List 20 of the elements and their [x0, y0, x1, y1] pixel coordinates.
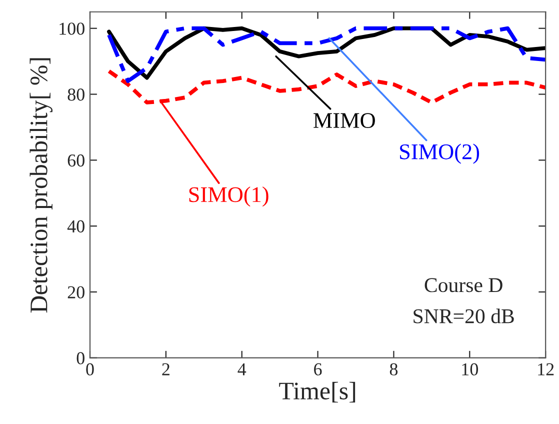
y-tick-label: 0 — [76, 352, 84, 364]
y-tick-label: 100 — [60, 22, 84, 35]
x-tick-label: 6 — [314, 363, 322, 376]
x-tick-label: 8 — [390, 363, 398, 376]
annotation: SNR=20 dB — [414, 308, 514, 324]
annotation: SIMO(2) — [400, 144, 480, 164]
y-tick-label: 80 — [68, 88, 84, 101]
annotation: SIMO(1) — [189, 186, 268, 207]
annotation: Course D — [424, 278, 502, 292]
x-tick-label: 4 — [238, 363, 246, 376]
annotation: MIMO — [314, 113, 375, 128]
y-tick-label: 20 — [68, 286, 84, 298]
y-axis-title: Detection probability[ %] — [30, 58, 52, 313]
x-tick-label: 0 — [86, 363, 94, 376]
x-tick-label: 10 — [462, 363, 478, 376]
x-tick-label: 12 — [538, 363, 554, 376]
x-axis-title: Time[s] — [279, 382, 356, 403]
y-tick-label: 40 — [67, 220, 84, 232]
x-tick-label: 2 — [162, 363, 170, 376]
y-tick-label: 60 — [68, 154, 84, 167]
